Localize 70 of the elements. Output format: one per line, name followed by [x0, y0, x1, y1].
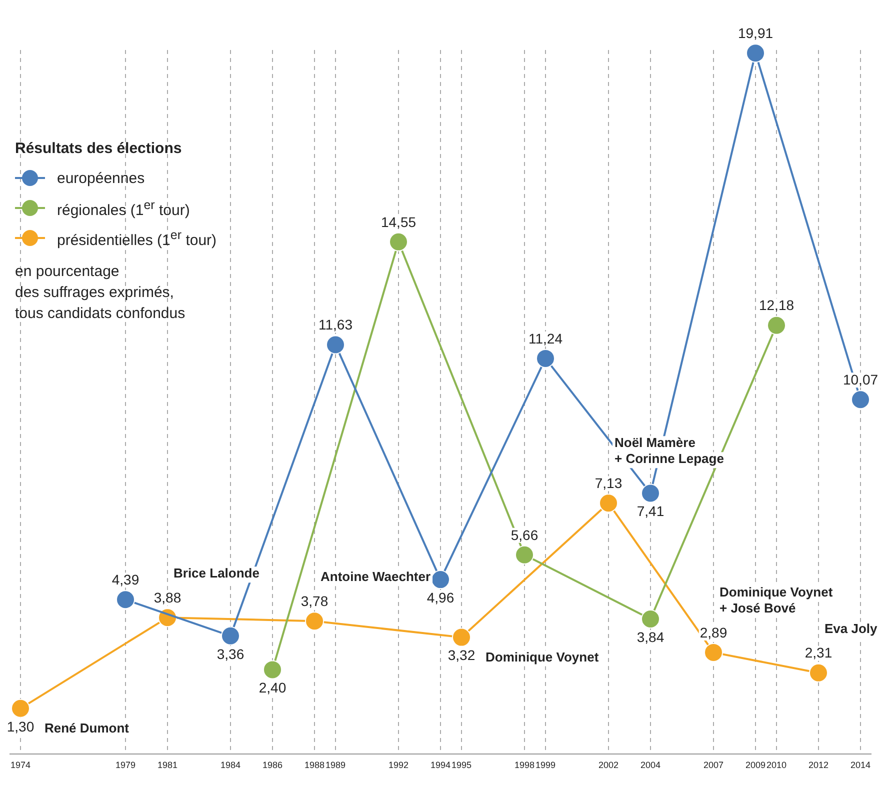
x-tick-label: 2010 [766, 760, 787, 770]
point [641, 484, 660, 503]
legend-title: Résultats des élections [15, 140, 183, 157]
x-tick-label: 2004 [640, 760, 661, 770]
x-tick-label: 1988 [304, 760, 325, 770]
point [305, 612, 324, 631]
point [767, 316, 786, 335]
point [746, 44, 765, 63]
data-label: 5,66 [510, 526, 538, 543]
x-tick-label: 1986 [262, 760, 283, 770]
point [116, 590, 135, 610]
x-tick-label: 1995 [451, 760, 472, 770]
x-tick-label: 1998 [514, 760, 535, 770]
data-label: 1,30 [6, 718, 34, 734]
data-label: 12,18 [758, 297, 794, 314]
annotation: Dominique Voynet + José Bové [720, 584, 834, 616]
data-label: 2,40 [258, 680, 286, 696]
x-tick-label: 2014 [850, 760, 871, 770]
x-tick-label: 1979 [115, 760, 136, 770]
data-label: 3,32 [448, 647, 476, 664]
data-label: 19,91 [738, 25, 774, 42]
data-label: 7,41 [636, 503, 664, 520]
annotation: en pourcentage des suffrages exprimés, tous candidats confondus [15, 262, 186, 324]
point [809, 663, 828, 682]
point [851, 390, 870, 410]
x-tick-label: 2007 [703, 760, 724, 770]
point [11, 698, 30, 718]
point [431, 570, 450, 590]
annotation: Antoine Waechter [320, 569, 431, 584]
x-tick-label: 1974 [10, 760, 31, 770]
legend-label: régionales (1$^{er}$ tour) [57, 198, 190, 218]
point [641, 609, 660, 628]
data-label: 10,07 [842, 371, 878, 388]
point [536, 348, 555, 368]
x-tick-label: 1992 [388, 760, 409, 770]
data-label: 3,84 [636, 628, 664, 645]
annotation: Noël Mamère + Corinne Lepage [614, 435, 724, 466]
data-label: 3,78 [300, 592, 328, 609]
data-label: 3,88 [154, 589, 182, 606]
point [263, 660, 282, 680]
x-tick-label: 1994 [430, 760, 451, 770]
point [515, 545, 534, 564]
data-label: 7,13 [594, 475, 622, 492]
data-label: 3,36 [216, 646, 244, 662]
data-label: 4,39 [112, 571, 140, 588]
annotation: Brice Lalonde [174, 566, 260, 581]
legend-label: présidentielles (1$^{er}$ tour) [57, 228, 217, 248]
data-label: 4,96 [426, 589, 454, 606]
data-label: 14,55 [380, 214, 416, 230]
data-label: 2,31 [804, 644, 832, 661]
point [389, 232, 408, 252]
x-tick-label: 2009 [745, 760, 766, 770]
point [704, 642, 723, 662]
point [599, 494, 618, 513]
annotation: René Dumont [44, 720, 130, 736]
legend-label: européennes [57, 170, 145, 186]
annotation: Dominique Voynet [486, 649, 600, 664]
annotation: Eva Joly [824, 620, 878, 636]
x-tick-label: 2012 [808, 760, 829, 770]
x-tick-label: 1984 [220, 760, 241, 770]
data-label: 11,63 [318, 316, 353, 333]
x-tick-label: 1981 [157, 760, 178, 770]
x-tick-label: 1999 [535, 760, 556, 770]
point [326, 335, 345, 354]
x-tick-label: 2002 [598, 760, 619, 770]
point [221, 626, 240, 646]
point [452, 628, 471, 647]
x-tick-label: 1989 [325, 760, 346, 770]
data-label: 2,89 [700, 624, 728, 640]
data-label: 11,24 [528, 330, 563, 346]
